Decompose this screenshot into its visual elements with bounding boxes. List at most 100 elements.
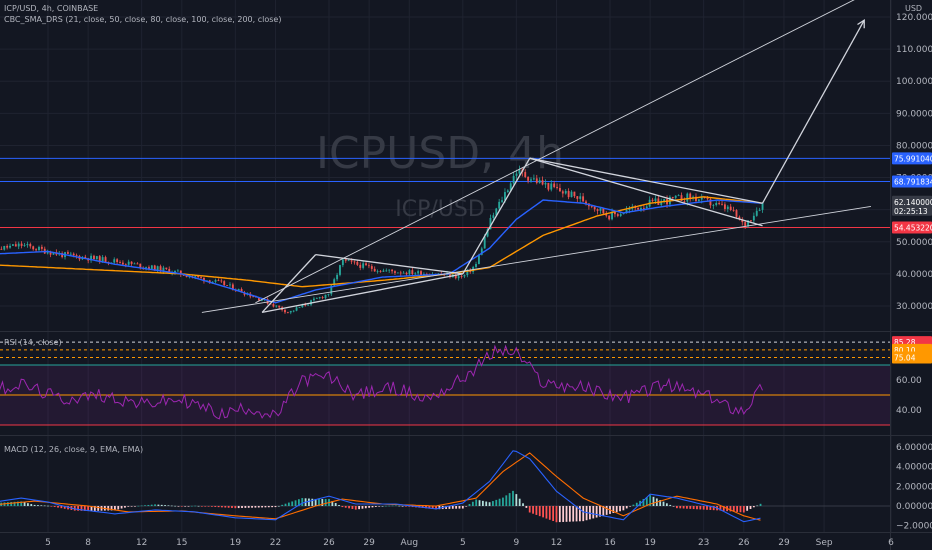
candle-body: [628, 208, 631, 210]
macd-hist-bar: [398, 505, 401, 507]
candle-body: [671, 196, 674, 198]
macd-hist-bar: [405, 506, 407, 507]
watermark-ticker: ICPUSD, 4h: [316, 128, 564, 179]
candle-body: [680, 195, 683, 201]
macd-hist-bar: [30, 504, 33, 506]
time-tick-10: 9: [513, 538, 519, 548]
candle-body: [697, 199, 700, 202]
candle-body: [750, 220, 752, 222]
candle-body: [530, 179, 532, 181]
horizontal-levels: [0, 157, 890, 228]
macd-hist-bar: [37, 505, 39, 506]
macd-hist-bar: [746, 506, 749, 511]
macd-hist-bar: [395, 505, 397, 507]
macd-hist-bar: [16, 501, 19, 506]
macd-hist-bar: [371, 506, 374, 508]
macd-hist-bar: [706, 506, 708, 510]
macd-hist-bar: [184, 506, 187, 507]
macd-hist-bar: [615, 506, 618, 513]
macd-hist-bar: [582, 506, 585, 522]
candle-body: [46, 252, 49, 254]
candle-body: [200, 277, 202, 278]
macd-hist-bar: [465, 506, 468, 507]
macd-hist-bar: [33, 504, 36, 506]
candle-body: [17, 243, 20, 247]
macd-hist-bar: [170, 505, 173, 507]
macd-hist-bar: [321, 498, 324, 506]
candle-body: [579, 196, 582, 199]
candle-body: [573, 191, 576, 197]
candle-body: [399, 272, 402, 274]
candle-body: [90, 255, 93, 261]
candle-body: [159, 266, 162, 272]
macd-hist-bar: [284, 503, 287, 506]
macd-hist-bar: [107, 506, 110, 511]
candle-body: [538, 180, 541, 183]
candle-body: [237, 289, 240, 291]
level-tag-2: 54.45322064: [894, 223, 932, 232]
candle-body: [136, 263, 139, 265]
macd-hist-bar: [124, 506, 126, 508]
macd-hist-bar: [669, 504, 672, 506]
time-tick-12: 16: [604, 538, 616, 548]
candle-body: [327, 294, 330, 295]
candle-body: [35, 249, 38, 251]
macd-hist-bar: [578, 506, 581, 522]
macd-hist-bar: [150, 504, 153, 506]
macd-hist-bar: [204, 506, 207, 507]
rsi-level-tag-2-bg: [892, 351, 932, 364]
candle-body: [226, 285, 229, 286]
macd-hist-bar: [348, 506, 350, 509]
macd-hist-bar: [388, 505, 391, 507]
candle-body: [613, 212, 616, 215]
candle-body: [501, 200, 504, 202]
macd-hist-bar: [167, 505, 170, 506]
macd-hist-bar: [374, 506, 377, 507]
macd-hist-bar: [445, 506, 447, 509]
candle-body: [402, 272, 405, 274]
price-tick-0: 30.0000000: [896, 302, 932, 312]
candle-body: [616, 214, 619, 216]
candle-body: [726, 206, 729, 209]
macd-hist-bar: [160, 504, 163, 506]
candle-body: [119, 262, 121, 263]
macd-hist-bar: [117, 506, 120, 510]
candle-body: [625, 209, 628, 214]
macd-hist-bar: [180, 506, 183, 507]
macd-hist-bar: [358, 506, 361, 510]
macd-hist-bar: [565, 506, 568, 522]
candle-body: [95, 256, 98, 259]
candle-body: [602, 208, 605, 214]
macd-hist-bar: [237, 506, 240, 509]
rsi-level-tag-1: 80.10: [894, 346, 916, 355]
candle-body: [663, 199, 666, 201]
macd-hist-bar: [709, 506, 712, 510]
candle-body: [133, 263, 136, 265]
candle-body: [61, 253, 64, 258]
candle-body: [608, 215, 611, 220]
macd-hist-bar: [378, 506, 381, 507]
time-tick-1: 8: [85, 538, 91, 548]
candle-body: [747, 220, 750, 226]
macd-hist-bar: [267, 506, 270, 508]
macd-hist-bar: [134, 506, 136, 507]
macd-hist-bar: [512, 490, 514, 506]
level-tag-0-bg: [892, 152, 932, 165]
level-tag-0: 75.99104096: [894, 154, 932, 163]
macd-hist-bar: [401, 506, 404, 507]
candle-body: [52, 252, 55, 255]
macd-hist-bar: [281, 504, 284, 506]
macd-hist-bar: [217, 506, 220, 508]
candle-body: [414, 273, 417, 275]
candle-body: [145, 267, 148, 268]
candle-body: [683, 200, 686, 202]
macd-hist-bar: [742, 506, 745, 513]
candle-body: [408, 270, 411, 275]
candle-body: [524, 172, 527, 177]
macd-hist-bar: [481, 500, 484, 506]
candle-body: [509, 183, 512, 191]
candle-body: [260, 300, 263, 301]
candle-body: [729, 206, 732, 210]
candle-body: [174, 270, 176, 273]
